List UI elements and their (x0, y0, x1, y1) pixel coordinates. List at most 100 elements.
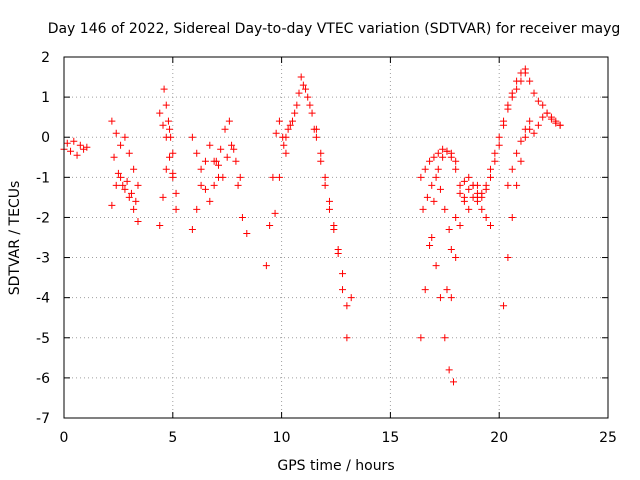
data-point (428, 181, 436, 189)
data-point (114, 169, 122, 177)
data-point (321, 173, 329, 181)
data-point (447, 153, 455, 161)
grid-lines (64, 57, 608, 418)
data-point (201, 157, 209, 165)
y-tick-label: -2 (36, 210, 50, 226)
data-point (432, 173, 440, 181)
y-tick-label: -5 (36, 331, 50, 347)
y-tick-label: 0 (41, 130, 50, 146)
data-point (317, 149, 325, 157)
series-arc22 (447, 181, 481, 302)
data-point (491, 149, 499, 157)
data-point (271, 209, 279, 217)
data-point (243, 229, 251, 237)
x-tick-label: 15 (381, 430, 399, 446)
data-point (423, 193, 431, 201)
data-point (291, 109, 299, 117)
data-point (417, 173, 425, 181)
data-point (465, 173, 473, 181)
data-point (452, 213, 460, 221)
data-point (478, 193, 486, 201)
data-point (417, 334, 425, 342)
data-point (156, 221, 164, 229)
data-point (236, 173, 244, 181)
data-point (280, 141, 288, 149)
data-point (339, 270, 347, 278)
data-point (266, 221, 274, 229)
data-point (167, 133, 175, 141)
series-arc25 (500, 109, 564, 310)
data-point (112, 129, 120, 137)
series-arc23 (465, 65, 529, 213)
data-point (428, 234, 436, 241)
data-point (441, 205, 449, 213)
data-point (526, 77, 534, 85)
data-point (325, 197, 333, 205)
data-point (197, 181, 205, 189)
data-point (478, 205, 486, 213)
data-point (219, 173, 227, 181)
chart-title: Day 146 of 2022, Sidereal Day-to-day VTE… (48, 21, 621, 37)
data-point (127, 189, 135, 197)
series-arc1 (60, 137, 91, 159)
data-point (188, 225, 196, 233)
data-point (504, 105, 512, 113)
data-point (312, 125, 320, 133)
data-point (508, 165, 516, 173)
data-point (230, 145, 238, 153)
data-point (500, 121, 508, 129)
data-point (282, 149, 290, 157)
data-point (223, 153, 231, 161)
data-point (228, 141, 236, 149)
data-point (221, 125, 229, 133)
data-point (339, 286, 347, 294)
series-arc8 (188, 141, 222, 233)
data-point (272, 129, 280, 137)
data-point (439, 145, 447, 153)
data-point (159, 193, 167, 201)
data-point (125, 193, 133, 201)
series-arc16 (317, 149, 351, 342)
data-point (269, 173, 277, 181)
data-point (445, 366, 453, 374)
data-point (160, 85, 168, 93)
series-arc24 (473, 77, 525, 205)
data-point (426, 157, 434, 165)
data-point (321, 181, 329, 189)
data-point (225, 117, 233, 125)
data-point (482, 213, 490, 221)
data-point (517, 137, 525, 145)
data-point (539, 113, 547, 121)
data-point (125, 149, 133, 157)
y-tick-label: 2 (41, 50, 50, 66)
y-axis-label: SDTVAR / TECUs (7, 181, 23, 296)
data-point (495, 141, 503, 149)
x-tick-label: 5 (168, 430, 177, 446)
data-point (238, 213, 246, 221)
data-point (156, 109, 164, 117)
data-point (119, 181, 127, 189)
y-tick-label: -3 (36, 251, 50, 267)
data-point (447, 246, 455, 254)
data-point (430, 153, 438, 161)
data-point (112, 181, 120, 189)
data-point (166, 125, 174, 133)
data-point (486, 221, 494, 229)
y-tick-label: -1 (36, 170, 50, 186)
series-arc11 (219, 141, 244, 181)
data-point (421, 286, 429, 294)
x-axis-label: GPS time / hours (277, 458, 394, 474)
data-point (450, 378, 458, 386)
data-point (210, 181, 218, 189)
data-point (495, 133, 503, 141)
data-point (460, 197, 468, 205)
series-arc15 (312, 133, 355, 310)
data-point (513, 181, 521, 189)
series-arc27 (504, 117, 534, 189)
data-point (436, 185, 444, 193)
data-point (534, 97, 542, 105)
y-tick-label: -4 (36, 291, 50, 307)
data-point (317, 157, 325, 165)
data-point (108, 201, 116, 209)
